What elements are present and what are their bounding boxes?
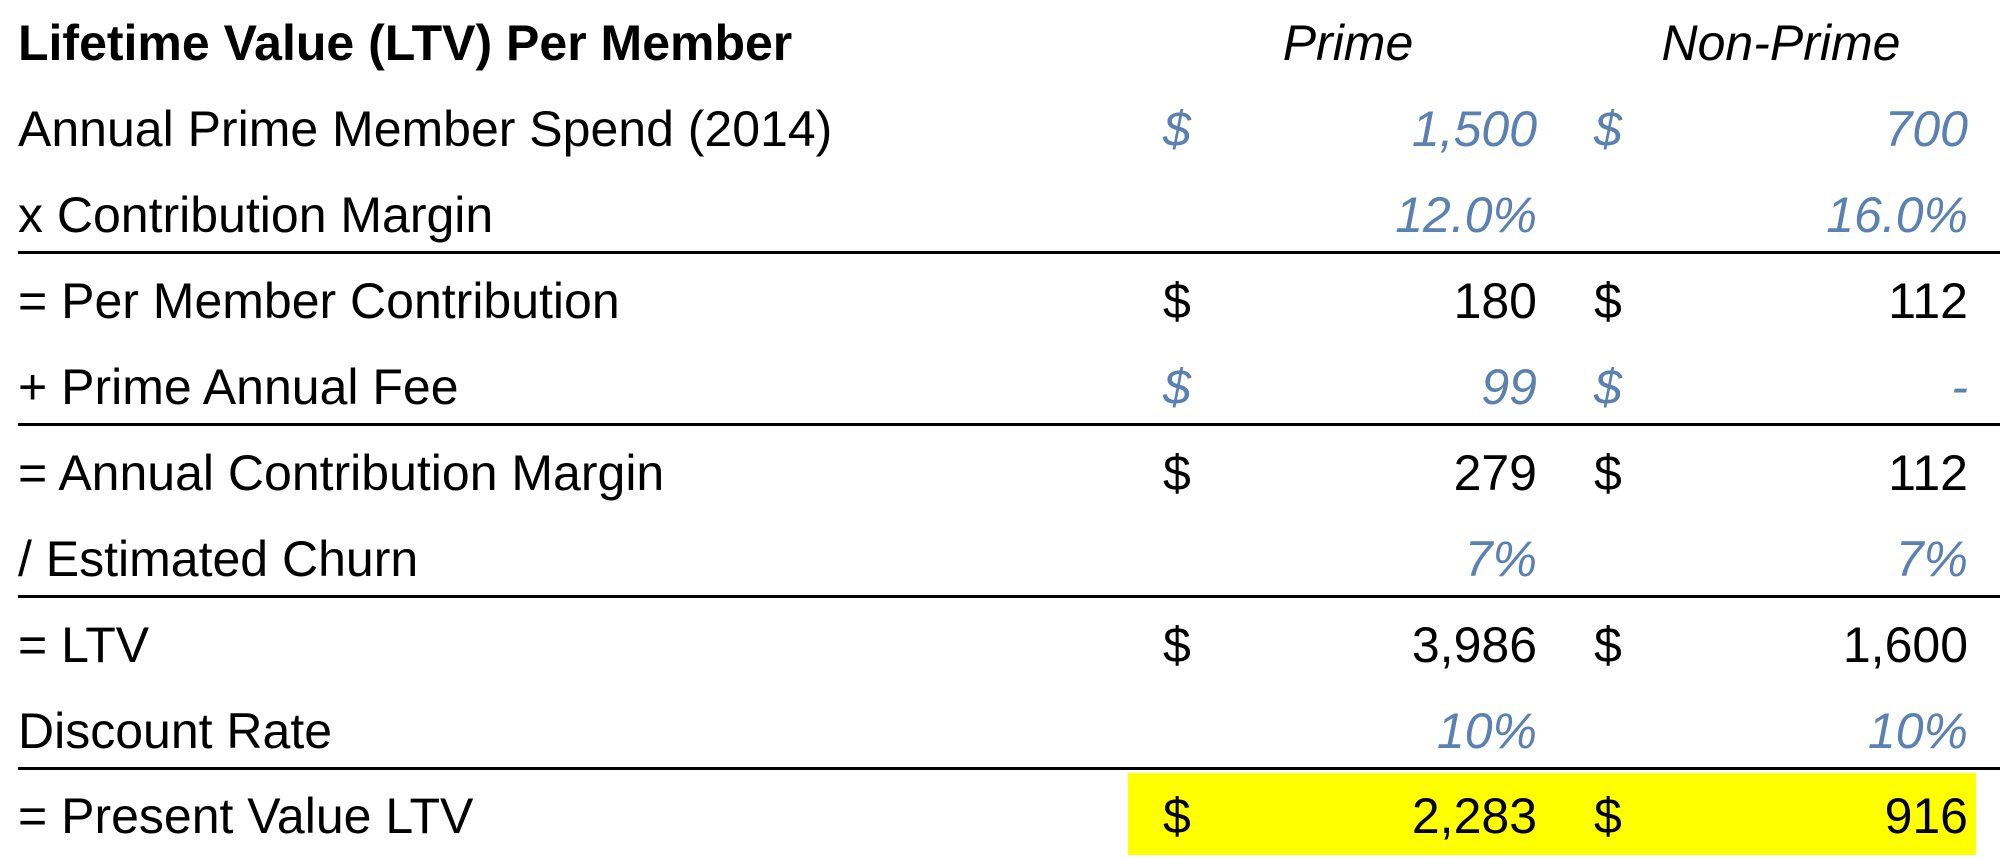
prime-value: 99 (1481, 359, 1537, 415)
prime-value: 279 (1453, 445, 1537, 501)
prime-currency: $ (1163, 273, 1191, 329)
nonprime-currency: $ (1594, 101, 1622, 157)
row-label: x Contribution Margin (18, 187, 494, 243)
row-present-value-ltv: = Present Value LTV $ 2,283 $ 916 (0, 773, 2000, 859)
row-prime-annual-fee: + Prime Annual Fee $ 99 $ - (0, 344, 2000, 430)
prime-currency: $ (1163, 788, 1191, 844)
nonprime-value: 112 (1888, 445, 1968, 501)
prime-value: 12.0% (1395, 187, 1537, 243)
prime-value: 10% (1436, 703, 1537, 759)
row-contribution-margin: x Contribution Margin 12.0% 16.0% (0, 172, 2000, 258)
prime-currency: $ (1163, 445, 1191, 501)
nonprime-value: 916 (1884, 788, 1968, 844)
row-discount-rate: Discount Rate 10% 10% (0, 688, 2000, 774)
column-header-nonprime: Non-Prime (1661, 15, 1901, 71)
row-per-member-contribution: = Per Member Contribution $ 180 $ 112 (0, 258, 2000, 344)
row-annual-contribution-margin: = Annual Contribution Margin $ 279 $ 112 (0, 430, 2000, 516)
prime-value: 3,986 (1411, 617, 1537, 673)
row-annual-spend: Annual Prime Member Spend (2014) $ 1,500… (0, 86, 2000, 172)
row-label: = Present Value LTV (18, 788, 474, 844)
row-label: + Prime Annual Fee (18, 359, 459, 415)
row-label: = LTV (18, 617, 150, 673)
divider-line (18, 423, 2000, 426)
row-label: / Estimated Churn (18, 531, 419, 587)
prime-value: 7% (1464, 531, 1537, 587)
result-highlight (1128, 773, 1976, 855)
prime-currency: $ (1163, 617, 1191, 673)
row-label: = Annual Contribution Margin (18, 445, 665, 501)
nonprime-currency: $ (1594, 273, 1622, 329)
prime-value: 2,283 (1411, 788, 1537, 844)
nonprime-value: 16.0% (1826, 187, 1968, 243)
nonprime-value: - (1951, 359, 1968, 415)
divider-line (18, 767, 2000, 770)
prime-value: 1,500 (1411, 101, 1537, 157)
prime-currency: $ (1163, 359, 1191, 415)
divider-line (18, 251, 2000, 254)
nonprime-value: 7% (1895, 531, 1968, 587)
column-header-prime: Prime (1282, 15, 1414, 71)
nonprime-value: 112 (1888, 273, 1968, 329)
nonprime-value: 10% (1867, 703, 1968, 759)
nonprime-currency: $ (1594, 617, 1622, 673)
nonprime-currency: $ (1594, 359, 1622, 415)
row-label: = Per Member Contribution (18, 273, 620, 329)
row-ltv: = LTV $ 3,986 $ 1,600 (0, 602, 2000, 688)
prime-value: 180 (1453, 273, 1537, 329)
row-label: Discount Rate (18, 703, 333, 759)
prime-currency: $ (1163, 101, 1191, 157)
table-title: Lifetime Value (LTV) Per Member (18, 15, 793, 71)
divider-line (18, 595, 2000, 598)
row-label: Annual Prime Member Spend (2014) (18, 101, 833, 157)
nonprime-currency: $ (1594, 445, 1622, 501)
nonprime-currency: $ (1594, 788, 1622, 844)
nonprime-value: 700 (1884, 101, 1968, 157)
nonprime-value: 1,600 (1842, 617, 1968, 673)
row-estimated-churn: / Estimated Churn 7% 7% (0, 516, 2000, 602)
header-row: Lifetime Value (LTV) Per Member Prime No… (0, 0, 2000, 86)
